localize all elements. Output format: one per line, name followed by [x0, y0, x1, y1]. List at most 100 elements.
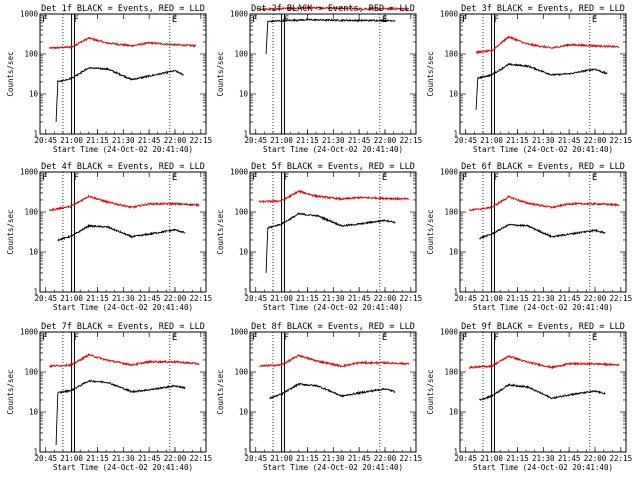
series-line-red — [468, 355, 620, 370]
x-tick-label: 22:15 — [610, 454, 633, 463]
flag-label: F — [462, 173, 467, 183]
y-axis-label: Counts/sec — [426, 209, 435, 254]
x-tick-label: 21:00 — [270, 136, 293, 145]
flag-label: F — [494, 173, 499, 183]
x-tick-label: 21:15 — [506, 136, 529, 145]
series-line-black — [55, 66, 184, 123]
flag-label: F — [42, 15, 47, 25]
series-line-red — [258, 354, 410, 369]
x-tick-label: 21:45 — [558, 136, 581, 145]
y-tick-label: 10 — [239, 408, 249, 417]
x-tick-label: 21:30 — [322, 136, 345, 145]
x-tick-label: 22:15 — [190, 294, 213, 303]
x-tick-label: 21:45 — [138, 136, 161, 145]
y-axis-label: Counts/sec — [6, 51, 15, 96]
y-tick-label: 1 — [453, 130, 458, 139]
y-tick-label: 1 — [243, 288, 248, 297]
series-line-red — [48, 193, 200, 212]
x-tick-label: 21:30 — [322, 294, 345, 303]
flag-label: E — [172, 173, 177, 183]
y-axis-label: Counts/sec — [216, 209, 225, 254]
series-line-red — [49, 352, 200, 368]
x-tick-label: 21:45 — [138, 454, 161, 463]
y-tick-label: 10 — [239, 90, 249, 99]
x-tick-label: 21:45 — [558, 454, 581, 463]
series-line-black — [475, 62, 608, 110]
y-tick-label: 1 — [453, 448, 458, 457]
x-tick-label: 20:45 — [454, 136, 477, 145]
x-tick-label: 21:30 — [112, 294, 135, 303]
y-axis-label: Counts/sec — [426, 51, 435, 96]
y-tick-label: 1000 — [440, 10, 459, 19]
y-tick-label: 1 — [33, 130, 38, 139]
x-tick-label: 21:15 — [506, 454, 529, 463]
x-tick-label: 21:00 — [480, 294, 503, 303]
series-line-red — [468, 194, 620, 212]
flag-label: F — [494, 15, 499, 25]
y-tick-label: 100 — [234, 208, 248, 217]
y-tick-label: 1000 — [440, 328, 459, 337]
y-tick-label: 100 — [24, 50, 38, 59]
x-tick-label: 22:00 — [164, 294, 187, 303]
x-tick-label: 21:45 — [348, 454, 371, 463]
chart-title: Det 5f BLACK = Events, RED = LLD — [251, 162, 415, 172]
y-tick-label: 1 — [243, 448, 248, 457]
y-axis-label: Counts/sec — [6, 209, 15, 254]
x-tick-label: 21:30 — [532, 454, 555, 463]
series-line-black — [265, 17, 396, 55]
x-tick-label: 20:45 — [454, 454, 477, 463]
x-tick-label: 22:00 — [584, 294, 607, 303]
y-tick-label: 100 — [24, 368, 38, 377]
flag-label: E — [382, 333, 387, 343]
flag-label: F — [284, 173, 289, 183]
x-tick-label: 20:45 — [244, 136, 267, 145]
flag-label: F — [74, 15, 79, 25]
y-tick-label: 1 — [33, 448, 38, 457]
x-axis-label: Start Time (24-Oct-02 20:41:40) — [53, 145, 193, 154]
series-line-red — [258, 189, 410, 204]
y-tick-label: 10 — [29, 248, 39, 257]
x-tick-label: 21:30 — [112, 136, 135, 145]
y-axis-label: Counts/sec — [6, 369, 15, 414]
x-axis-label: Start Time (24-Oct-02 20:41:40) — [53, 463, 193, 472]
flag-label: F — [74, 173, 79, 183]
y-axis-label: Counts/sec — [216, 369, 225, 414]
x-tick-label: 22:00 — [584, 454, 607, 463]
x-tick-label: 22:15 — [190, 136, 213, 145]
y-tick-label: 1000 — [20, 328, 39, 337]
flag-label: E — [172, 333, 177, 343]
series-line-red — [258, 5, 410, 12]
x-tick-label: 20:45 — [34, 454, 57, 463]
flag-label: F — [42, 173, 47, 183]
chart-title: Det 9f BLACK = Events, RED = LLD — [461, 322, 625, 332]
y-tick-label: 1000 — [230, 10, 249, 19]
x-tick-label: 21:30 — [322, 454, 345, 463]
x-tick-label: 21:30 — [532, 294, 555, 303]
y-tick-label: 100 — [24, 208, 38, 217]
flag-label: F — [252, 333, 257, 343]
flag-label: F — [284, 333, 289, 343]
y-tick-label: 1 — [243, 130, 248, 139]
y-tick-label: 100 — [444, 208, 458, 217]
flag-label: F — [42, 333, 47, 343]
x-tick-label: 21:00 — [60, 454, 83, 463]
x-tick-label: 21:15 — [296, 136, 319, 145]
chart-title: Det 2f BLACK = Events, RED = LLD — [251, 4, 415, 14]
x-tick-label: 21:15 — [86, 294, 109, 303]
y-tick-label: 1000 — [20, 168, 39, 177]
y-tick-label: 10 — [449, 248, 459, 257]
flag-label: E — [592, 333, 597, 343]
x-tick-label: 22:15 — [400, 454, 423, 463]
x-tick-label: 22:15 — [190, 454, 213, 463]
x-tick-label: 21:00 — [60, 136, 83, 145]
x-tick-label: 22:15 — [610, 294, 633, 303]
x-tick-label: 21:30 — [532, 136, 555, 145]
x-tick-label: 22:00 — [374, 294, 397, 303]
x-axis-label: Start Time (24-Oct-02 20:41:40) — [263, 145, 403, 154]
chart-title: Det 6f BLACK = Events, RED = LLD — [461, 162, 625, 172]
x-axis-label: Start Time (24-Oct-02 20:41:40) — [53, 303, 193, 312]
x-axis-label: Start Time (24-Oct-02 20:41:40) — [263, 303, 403, 312]
x-tick-label: 21:45 — [558, 294, 581, 303]
x-tick-label: 20:45 — [34, 136, 57, 145]
